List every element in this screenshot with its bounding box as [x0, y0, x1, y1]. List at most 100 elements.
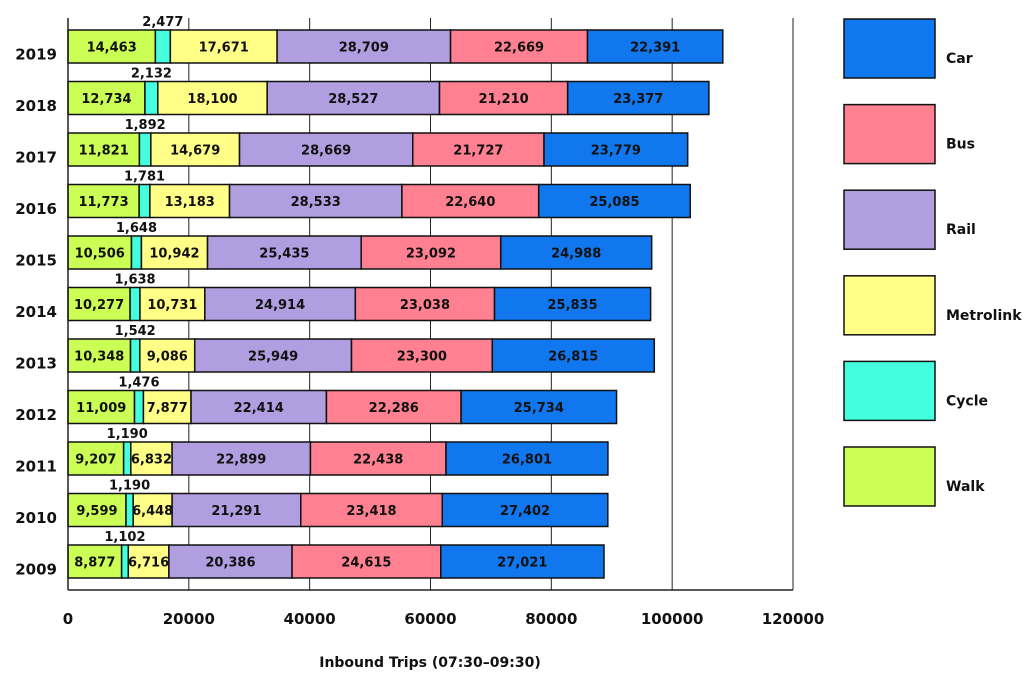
data-label-bus: 22,669	[494, 41, 544, 56]
data-label-walk: 9,207	[75, 453, 116, 468]
bar-rail-2018	[266, 80, 441, 116]
data-label-bus: 21,727	[453, 144, 503, 159]
data-label-cycle: 1,476	[118, 376, 159, 391]
data-label-rail: 28,669	[301, 144, 351, 159]
data-label-rail: 22,414	[234, 401, 284, 416]
bar-metrolink-2013	[139, 338, 196, 373]
data-label-rail: 21,291	[211, 504, 261, 519]
bar-metrolink-2016	[149, 183, 231, 219]
bar-metrolink-2009	[127, 544, 170, 579]
bar-car-2009	[439, 544, 605, 579]
y-tick-label: 2009	[15, 561, 57, 579]
legend-label-cycle: Cycle	[946, 393, 988, 409]
legend-swatch-bus	[843, 103, 936, 165]
bar-bus-2018	[438, 80, 569, 116]
legend-label-walk: Walk	[946, 479, 985, 495]
bar-bus-2010	[300, 492, 444, 528]
data-label-metrolink: 7,877	[147, 401, 188, 416]
bar-cycle-2015	[130, 235, 143, 270]
bar-metrolink-2018	[157, 80, 268, 116]
data-label-car: 27,402	[500, 504, 550, 519]
bar-car-2014	[493, 286, 652, 322]
data-label-walk: 8,877	[74, 556, 115, 571]
bar-bus-2017	[411, 132, 545, 167]
legend-swatch-rail	[843, 189, 936, 250]
data-label-bus: 23,092	[406, 247, 456, 262]
bar-metrolink-2010	[132, 492, 173, 528]
bar-cycle-2018	[144, 80, 159, 116]
data-label-metrolink: 14,679	[170, 144, 220, 159]
data-label-cycle: 1,892	[125, 118, 166, 133]
bar-rail-2017	[238, 132, 414, 167]
data-label-car: 25,835	[547, 298, 597, 313]
data-label-bus: 23,300	[397, 350, 447, 365]
x-tick-label: 100000	[641, 610, 704, 628]
bar-walk-2011	[67, 441, 125, 476]
data-label-metrolink: 6,716	[128, 556, 169, 571]
data-label-car: 23,779	[591, 144, 641, 159]
data-label-cycle: 1,648	[116, 221, 157, 236]
data-label-car: 25,085	[589, 195, 639, 210]
legend-label-rail: Rail	[946, 222, 976, 238]
bar-cycle-2011	[122, 441, 132, 476]
data-label-cycle: 1,781	[124, 170, 165, 185]
data-label-metrolink: 10,942	[149, 247, 199, 262]
data-label-bus: 21,210	[479, 92, 529, 107]
x-tick-label: 40000	[284, 610, 336, 628]
bar-rail-2011	[171, 441, 312, 476]
y-tick-label: 2015	[15, 252, 57, 270]
bar-cycle-2017	[138, 132, 152, 167]
data-label-walk: 14,463	[87, 41, 137, 56]
data-label-walk: 10,506	[75, 247, 125, 262]
data-label-metrolink: 6,448	[132, 504, 173, 519]
x-axis-title: Inbound Trips (07:30–09:30)	[319, 655, 541, 671]
legend: Car Bus Rail Metrolink Cycle Walk	[843, 18, 1022, 507]
legend-label-car: Car	[946, 51, 973, 67]
bar-walk-2017	[67, 132, 141, 167]
data-label-rail: 25,435	[259, 247, 309, 262]
data-label-car: 24,988	[551, 247, 601, 262]
y-tick-label: 2013	[15, 355, 57, 373]
data-label-metrolink: 6,832	[131, 453, 172, 468]
data-label-walk: 11,773	[78, 195, 128, 210]
x-tick-label: 120000	[762, 610, 825, 628]
axes: 0 20000 40000 60000 80000 100000 120000 2019 201…	[15, 18, 824, 628]
bar-walk-2019	[67, 29, 157, 64]
data-label-metrolink: 18,100	[187, 92, 237, 107]
bar-rail-2014	[204, 286, 357, 322]
y-tick-label: 2019	[15, 46, 57, 64]
y-tick-label: 2014	[15, 303, 57, 321]
data-label-car: 26,815	[548, 350, 598, 365]
bar-rail-2015	[206, 235, 362, 270]
bar-rail-2016	[228, 183, 403, 219]
bar-car-2011	[445, 441, 609, 476]
bar-cycle-2013	[129, 338, 141, 373]
data-label-walk: 9,599	[76, 504, 117, 519]
bar-metrolink-2014	[139, 286, 206, 322]
legend-swatch-cycle	[843, 360, 936, 422]
data-label-rail: 24,914	[255, 298, 305, 313]
bar-walk-2014	[67, 286, 131, 322]
legend-label-metrolink: Metrolink	[946, 308, 1022, 324]
bar-cycle-2019	[154, 29, 172, 64]
data-label-bus: 23,038	[400, 298, 450, 313]
data-label-bus: 24,615	[341, 556, 391, 571]
y-tick-label: 2010	[15, 509, 57, 527]
data-label-bus: 23,418	[346, 504, 396, 519]
y-tick-label: 2018	[15, 97, 57, 115]
data-label-cycle: 1,190	[109, 479, 150, 494]
legend-swatch-metrolink	[843, 275, 936, 336]
y-tick-label: 2017	[15, 149, 57, 167]
data-label-bus: 22,640	[445, 195, 495, 210]
data-label-car: 22,391	[630, 41, 680, 56]
y-tick-label: 2011	[15, 458, 57, 476]
bar-cycle-2016	[138, 183, 151, 219]
bars: 14,463 2,477 17,671 28,709 22,669 22,391 12,73…	[67, 15, 724, 579]
data-label-bus: 22,286	[369, 401, 419, 416]
bar-car-2019	[586, 29, 724, 64]
data-label-cycle: 1,102	[104, 530, 145, 545]
y-tick-label: 2012	[15, 406, 57, 424]
bar-rail-2013	[193, 338, 353, 373]
data-label-metrolink: 17,671	[199, 41, 249, 56]
